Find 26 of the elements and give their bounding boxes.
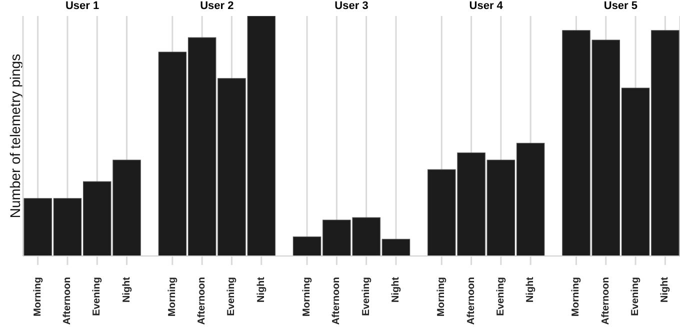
x-tick-label: Morning [166, 277, 178, 316]
x-tick-label: Morning [302, 277, 313, 316]
x-tick-label: Night [121, 276, 132, 303]
x-tick-label: Night [660, 276, 671, 303]
x-tick-label: Afternoon [62, 277, 73, 325]
x-tick-label: Afternoon [466, 277, 477, 325]
text: User 2 [199, 0, 235, 12]
x-tick-label: Morning [436, 277, 448, 316]
x-tick-label: Morning [32, 277, 44, 316]
x-tick-label: Evening [630, 277, 642, 316]
text: User 5 [602, 0, 639, 12]
x-tick-label: Night [390, 276, 402, 303]
text: User 4 [468, 0, 504, 12]
x-tick-label: Afternoon [600, 277, 612, 325]
text: User 1 [64, 0, 100, 12]
x-tick-label: Night [256, 276, 267, 303]
text: User 3 [334, 0, 370, 12]
x-tick-label: Evening [92, 277, 103, 316]
x-tick-label: Evening [495, 277, 506, 316]
x-tick-label: Morning [570, 277, 582, 316]
x-tick-label: Evening [360, 277, 372, 316]
x-tick-label: Afternoon [196, 277, 208, 325]
x-tick-label: Evening [226, 277, 238, 316]
x-tick-label: Night [525, 276, 536, 303]
x-tick-label: Afternoon [331, 277, 342, 325]
y-axis-title: Number of telemetry pings [7, 54, 23, 218]
